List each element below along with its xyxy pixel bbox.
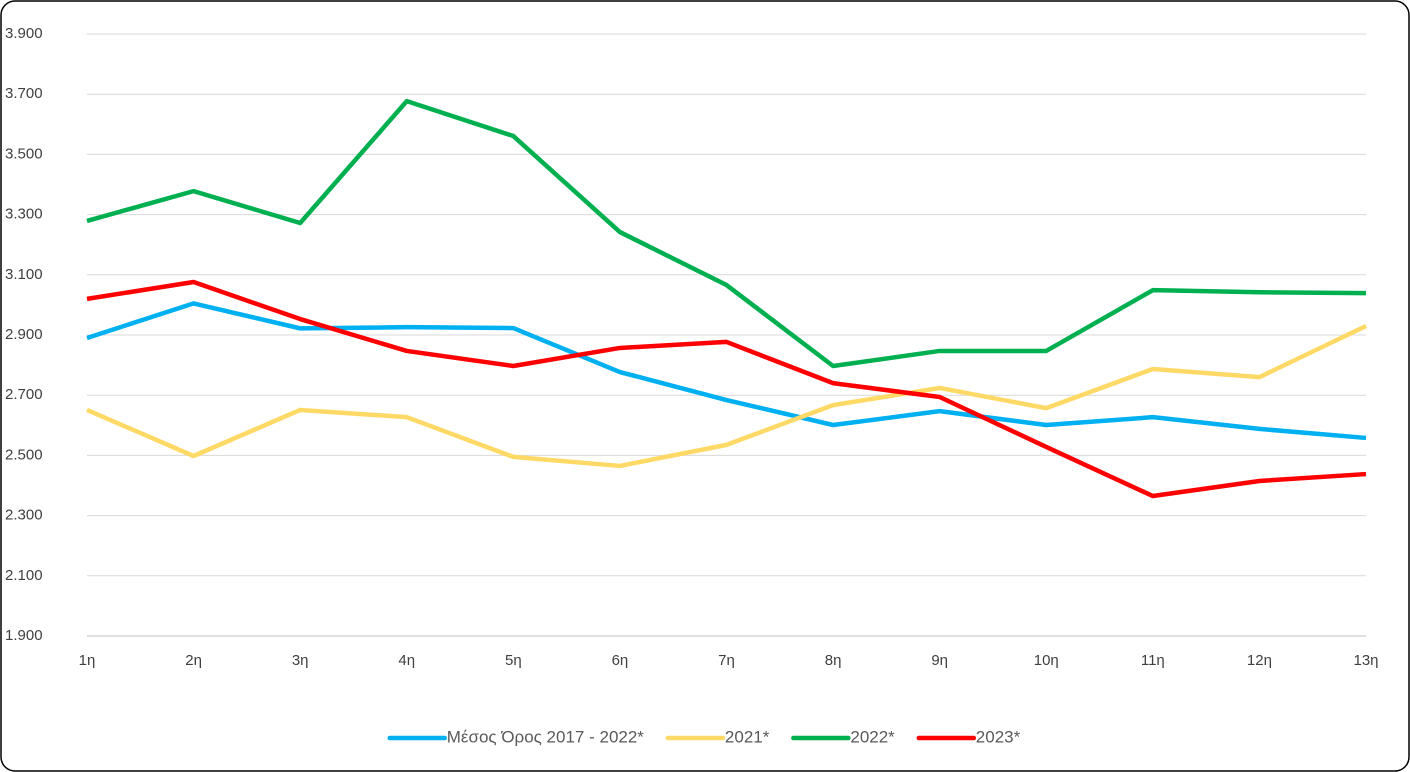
x-tick-label: 12η bbox=[1247, 652, 1272, 669]
x-tick-label: 7η bbox=[718, 652, 735, 669]
x-tick-label: 3η bbox=[292, 652, 309, 669]
y-tick-label: 2.900 bbox=[5, 326, 43, 343]
y-tick-label: 3.700 bbox=[5, 85, 43, 102]
y-tick-label: 1.900 bbox=[5, 627, 43, 644]
series-line bbox=[86, 301, 1367, 441]
y-tick-label: 3.900 bbox=[5, 25, 43, 42]
y-tick-label: 3.300 bbox=[5, 206, 43, 223]
legend-label: 2021* bbox=[725, 727, 770, 746]
x-tick-label: 9η bbox=[931, 652, 948, 669]
x-tick-label: 6η bbox=[612, 652, 629, 669]
x-tick-label: 5η bbox=[505, 652, 522, 669]
x-tick-label: 8η bbox=[825, 652, 842, 669]
y-tick-label: 2.500 bbox=[5, 446, 43, 463]
series-line bbox=[86, 323, 1367, 469]
series-line bbox=[86, 279, 1367, 499]
x-tick-label: 1η bbox=[79, 652, 96, 669]
x-tick-label: 4η bbox=[398, 652, 415, 669]
x-tick-label: 10η bbox=[1034, 652, 1059, 669]
y-tick-label: 2.100 bbox=[5, 567, 43, 584]
legend-label: 2023* bbox=[976, 727, 1021, 746]
y-tick-label: 3.500 bbox=[5, 145, 43, 162]
legend-label: Μέσος Όρος 2017 - 2022* bbox=[447, 727, 645, 746]
legend-label: 2022* bbox=[850, 727, 895, 746]
y-tick-label: 3.100 bbox=[5, 266, 43, 283]
y-tick-label: 2.700 bbox=[5, 386, 43, 403]
x-tick-label: 2η bbox=[185, 652, 202, 669]
x-tick-label: 13η bbox=[1353, 652, 1378, 669]
x-tick-label: 11η bbox=[1141, 652, 1165, 669]
y-tick-label: 2.300 bbox=[5, 507, 43, 524]
series-line bbox=[86, 98, 1367, 369]
